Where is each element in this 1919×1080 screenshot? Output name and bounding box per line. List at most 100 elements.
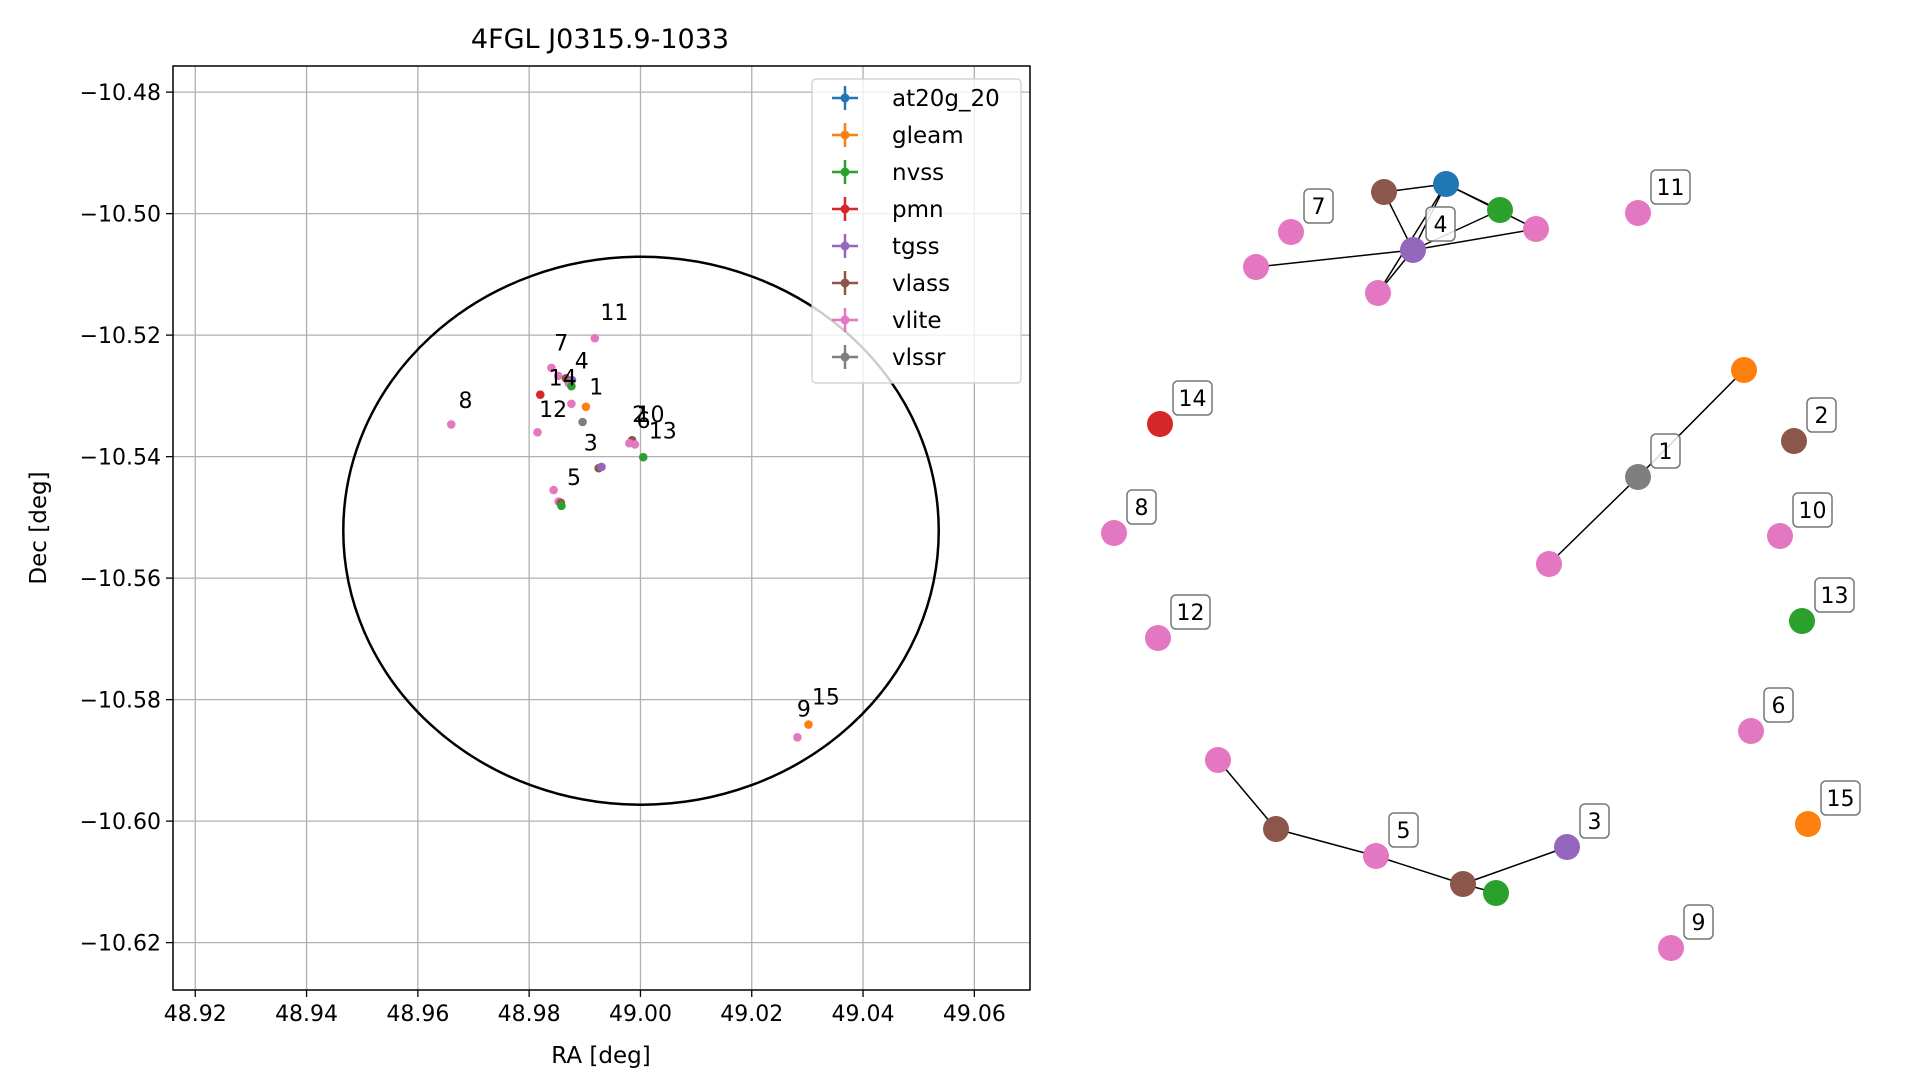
- legend-item-gleam: gleam: [832, 123, 964, 149]
- source-point-vlite: [533, 428, 542, 437]
- source-point-vlssr: [578, 417, 587, 427]
- graph-node-at20g_20: [1433, 171, 1459, 197]
- graph-node-label: 7: [1312, 195, 1326, 220]
- point-marker: [578, 417, 587, 427]
- graph-label-frame: [1388, 812, 1419, 848]
- y-tick-label: −10.62: [80, 932, 161, 957]
- graph-node-label-box: 11: [1650, 169, 1691, 205]
- graph-node-label: 11: [1657, 176, 1685, 201]
- x-axis-ticks: 48.92 48.94 48.96 48.98 49.00 49.02 49.04 49.06: [164, 990, 1006, 1027]
- legend-marker: [840, 278, 850, 288]
- graph-node-label-box: 1: [1650, 433, 1681, 469]
- graph-label-frame: [1792, 492, 1833, 528]
- legend-marker: [840, 204, 850, 214]
- graph-edge: [1548, 476, 1639, 565]
- graph-label-frame: [1425, 206, 1456, 242]
- point-marker: [638, 452, 648, 462]
- source-point-gleam: [581, 402, 591, 412]
- legend-item-tgss: tgss: [832, 234, 940, 260]
- source-point-vlite: [630, 440, 640, 449]
- graph-node-label: 2: [1815, 404, 1829, 429]
- graph-node-tgss: [1554, 834, 1580, 860]
- point-marker: [549, 485, 558, 495]
- source-label: 8: [458, 389, 472, 414]
- graph-node-label-box: 8: [1126, 489, 1157, 525]
- legend-item-vlass: vlass: [832, 271, 950, 297]
- y-tick-label: −10.60: [80, 810, 161, 835]
- point-marker: [597, 462, 606, 472]
- graph-node-gleam: [1731, 357, 1757, 383]
- source-label: 12: [539, 398, 567, 423]
- graph-node-vlite: [1767, 523, 1793, 549]
- x-axis-label: RA [deg]: [551, 1043, 650, 1069]
- graph-label-frame: [1303, 188, 1334, 224]
- source-label: 2: [632, 403, 646, 428]
- graph-node-nvss: [1487, 197, 1513, 223]
- legend-item-pmn: pmn: [832, 197, 944, 223]
- legend-box: [811, 78, 1022, 384]
- uncertainty-ellipse-layer: [342, 255, 940, 806]
- graph-node-label-box: 4: [1425, 206, 1456, 242]
- graph-node-label-box: 9: [1683, 904, 1714, 940]
- graph-label-frame: [1172, 380, 1213, 416]
- x-tick-label: 48.98: [498, 1002, 561, 1027]
- graph-node-pmn: [1147, 411, 1173, 437]
- legend-label: nvss: [892, 160, 944, 186]
- graph-edge: [1217, 759, 1277, 830]
- graph-node-label: 9: [1692, 911, 1706, 936]
- point-marker: [567, 399, 576, 409]
- graph-node-label-box: 2: [1806, 397, 1837, 433]
- graph-node-label: 14: [1179, 387, 1207, 412]
- graph-edge: [1412, 209, 1501, 251]
- y-tick-label: −10.54: [80, 446, 161, 471]
- legend-marker: [840, 315, 850, 325]
- source-point-gleam: [804, 720, 813, 729]
- graph-edge: [1462, 846, 1568, 885]
- y-tick-label: −10.48: [80, 81, 161, 106]
- graph-node-label-box: 7: [1303, 188, 1334, 224]
- graph-node-gleam: [1795, 811, 1821, 837]
- legend-item-vlssr: vlssr: [832, 345, 946, 371]
- legend-marker: [840, 93, 850, 103]
- graph-node-vlite: [1363, 843, 1389, 869]
- graph-node-vlite: [1365, 280, 1391, 306]
- graph-node-vlite: [1658, 935, 1684, 961]
- graph-node-vlite: [1536, 551, 1562, 577]
- graph-label-frame: [1126, 489, 1157, 525]
- source-label: 3: [584, 432, 598, 457]
- source-point-pmn: [535, 390, 545, 399]
- legend-marker: [840, 167, 850, 177]
- graph-label-frame: [1763, 687, 1794, 723]
- x-tick-label: 48.94: [275, 1002, 338, 1027]
- graph-node-nvss: [1789, 608, 1815, 634]
- y-axis-ticks: −10.48 −10.50 −10.52 −10.54 −10.56 −10.58 −10.…: [80, 81, 173, 957]
- source-point-vlite: [446, 420, 456, 429]
- legend-label: gleam: [892, 123, 964, 149]
- graph-node-vlite: [1101, 520, 1127, 546]
- point-marker: [804, 720, 813, 729]
- legend-marker: [840, 352, 850, 362]
- y-axis-label: Dec [deg]: [26, 471, 52, 584]
- uncertainty-ellipse: [342, 255, 940, 806]
- x-tick-label: 49.04: [832, 1002, 895, 1027]
- graph-node-vlite: [1278, 219, 1304, 245]
- point-marker: [535, 390, 545, 399]
- legend-item-at20g_20: at20g_20: [832, 86, 1000, 112]
- source-label: 6: [637, 409, 651, 434]
- point-marker: [553, 371, 563, 381]
- graph-label-frame: [1814, 577, 1855, 613]
- source-label: 13: [649, 419, 677, 444]
- point-marker: [446, 420, 456, 429]
- source-point-vlite: [547, 363, 556, 373]
- graph-node-vlite: [1205, 747, 1231, 773]
- legend-label: pmn: [892, 197, 944, 223]
- graph-nodes: [1101, 171, 1821, 961]
- legend-label: vlite: [892, 308, 942, 334]
- graph-node-label: 1: [1659, 440, 1673, 465]
- source-point-vlite: [793, 732, 802, 742]
- graph-node-label-box: 10: [1792, 492, 1833, 528]
- x-tick-label: 48.96: [386, 1002, 449, 1027]
